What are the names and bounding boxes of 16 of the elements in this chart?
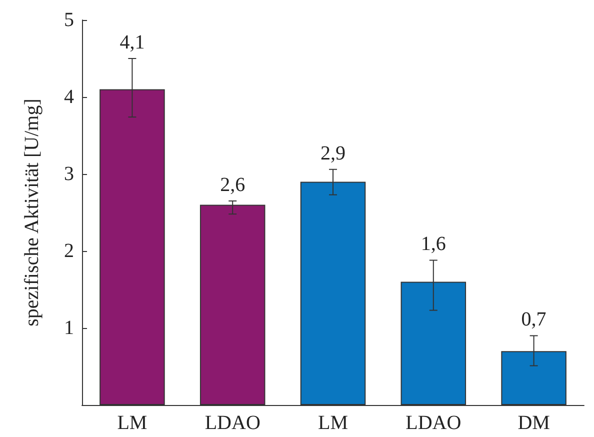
data-label: 2,9 (320, 142, 346, 164)
x-tick-label: DM (518, 412, 550, 434)
data-label: 1,6 (420, 233, 446, 256)
y-tick-label: 5 (64, 9, 74, 31)
y-axis-title: spezifische Aktivität [U/mg] (21, 98, 43, 326)
y-tick-label: 2 (64, 240, 74, 262)
x-tick-label: LDAO (204, 412, 260, 434)
y-tick-label: 3 (64, 163, 74, 185)
y-tick-label: 1 (64, 317, 74, 339)
y-tick-label: 4 (64, 86, 74, 108)
x-tick-label: LDAO (406, 412, 462, 434)
data-label: 2,6 (220, 174, 246, 196)
data-label: 4,1 (120, 32, 145, 54)
x-tick-label: LM (117, 412, 148, 434)
data-label: 0,7 (521, 308, 546, 331)
x-tick-label: LM (318, 412, 348, 434)
